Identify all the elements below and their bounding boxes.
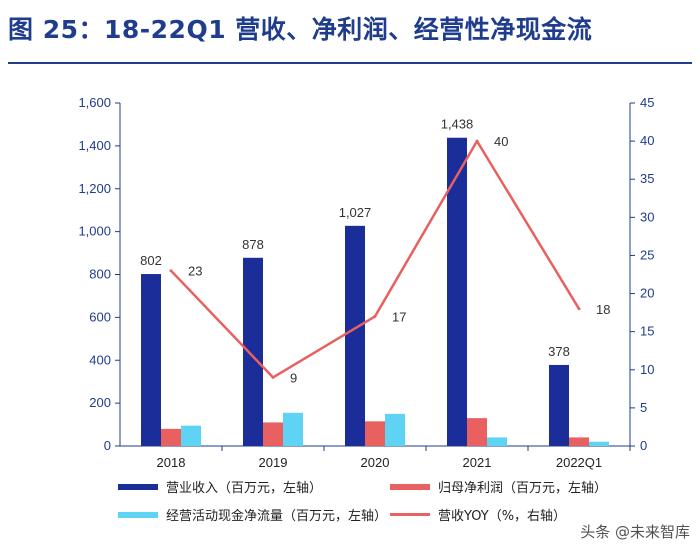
cash-flow-bar <box>283 412 303 446</box>
revenue-data-label: 878 <box>242 237 264 252</box>
revenue-data-label: 1,027 <box>339 205 372 220</box>
net-profit-bar <box>467 418 487 446</box>
yoy-point <box>271 375 275 379</box>
right-axis-tick-label: 35 <box>640 171 654 186</box>
right-axis-tick-label: 25 <box>640 247 654 262</box>
left-axis-tick-label: 1,600 <box>78 95 111 110</box>
x-axis-tick-label: 2022Q1 <box>556 455 602 470</box>
x-axis-tick-label: 2020 <box>361 455 390 470</box>
left-axis-tick-label: 1,400 <box>78 138 111 153</box>
revenue-data-label: 802 <box>140 253 162 268</box>
right-axis-tick-label: 15 <box>640 324 654 339</box>
legend-yoy: 营收YOY（%，右轴） <box>390 505 566 524</box>
revenue-bar <box>345 225 365 446</box>
left-axis-tick-label: 1,200 <box>78 181 111 196</box>
cash-flow-bar <box>181 425 201 446</box>
yoy-data-label: 9 <box>290 370 297 385</box>
revenue-bar <box>141 274 161 446</box>
cash-flow-bar <box>487 437 507 446</box>
revenue-bar <box>447 137 467 446</box>
yoy-point <box>169 269 173 273</box>
x-axis-tick-label: 2019 <box>259 455 288 470</box>
legend-net-profit-swatch <box>390 483 430 490</box>
left-axis-tick-label: 600 <box>89 309 111 324</box>
x-axis-tick-label: 2018 <box>157 455 186 470</box>
yoy-line <box>170 139 581 379</box>
left-axis-tick-label: 0 <box>104 438 111 453</box>
left-axis-tick-label: 400 <box>89 352 111 367</box>
left-axis-tick-label: 800 <box>89 267 111 282</box>
yoy-point <box>373 314 377 318</box>
net-profit-bar <box>365 421 385 446</box>
legend-revenue-label: 营业收入（百万元，左轴） <box>166 481 323 496</box>
right-axis-tick-label: 40 <box>640 133 654 148</box>
legend-revenue-swatch <box>118 483 158 490</box>
watermark: 头条 @未来智库 <box>580 523 690 541</box>
cash-flow-bar <box>589 441 609 446</box>
yoy-data-label: 40 <box>494 134 508 149</box>
right-axis-tick-label: 0 <box>640 438 647 453</box>
right-axis-tick-label: 30 <box>640 209 654 224</box>
yoy-point <box>475 139 479 143</box>
legend-cash-flow: 经营活动现金净流量（百万元，左轴） <box>118 505 387 524</box>
chart-title: 图 25：18-22Q1 营收、净利润、经营性净现金流 <box>8 15 593 44</box>
left-axis-tick-label: 200 <box>89 395 111 410</box>
legend-net-profit: 归母净利润（百万元，左轴） <box>390 477 607 496</box>
right-axis-tick-label: 10 <box>640 362 654 377</box>
legend-revenue: 营业收入（百万元，左轴） <box>118 477 322 496</box>
yoy-data-label: 17 <box>392 309 406 324</box>
revenue-bar <box>549 364 569 446</box>
yoy-data-label: 23 <box>188 264 202 279</box>
cash-flow-bar <box>385 413 405 446</box>
legend-yoy-swatch <box>390 513 430 516</box>
revenue-bar <box>243 257 263 446</box>
right-axis-tick-label: 5 <box>640 400 647 415</box>
x-axis-tick-label: 2021 <box>463 455 492 470</box>
legend-cash-flow-swatch <box>118 511 158 518</box>
net-profit-bar <box>569 437 589 446</box>
revenue-data-label: 1,438 <box>441 117 474 132</box>
revenue-data-label: 378 <box>548 344 570 359</box>
net-profit-bar <box>161 428 181 446</box>
right-axis-tick-label: 20 <box>640 286 654 301</box>
title-underline <box>8 62 692 64</box>
legend-cash-flow-label: 经营活动现金净流量（百万元，左轴） <box>166 509 388 524</box>
left-axis-tick-label: 1,000 <box>78 224 111 239</box>
net-profit-bar <box>263 422 283 446</box>
yoy-point <box>577 307 581 311</box>
legend-net-profit-label: 归母净利润（百万元，左轴） <box>438 481 608 496</box>
legend-yoy-label: 营收YOY（%，右轴） <box>438 509 567 524</box>
right-axis-tick-label: 45 <box>640 95 654 110</box>
yoy-data-label: 18 <box>596 302 610 317</box>
